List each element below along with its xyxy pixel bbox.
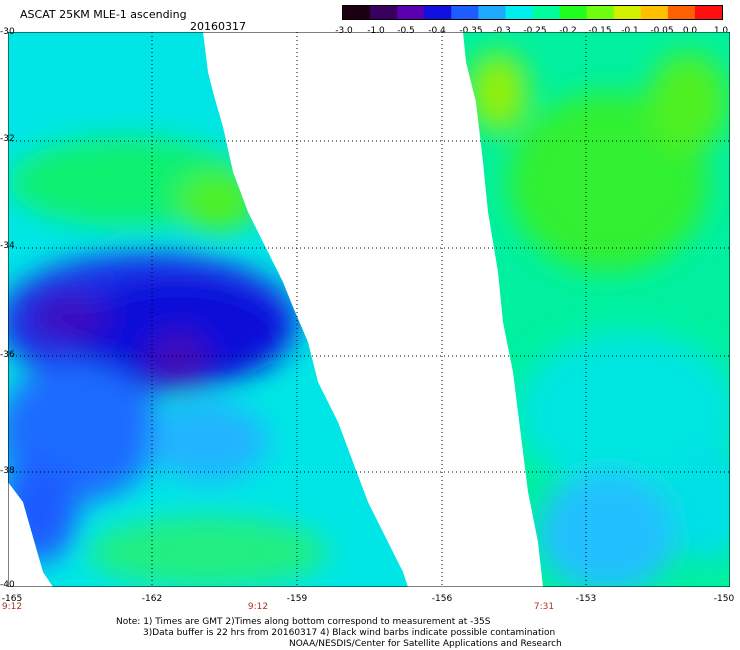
colorbar-tick-label: -0.4 [428,26,446,36]
product-date: 20160317 [190,20,246,33]
colorbar-tick-label: -3.0 [335,26,353,36]
footnote-line: Note: 1) Times are GMT 2)Times along bot… [116,617,491,627]
colorbar-segment [559,6,588,19]
colorbar-tick-label: -0.35 [459,26,483,36]
time-label: 9:12 [247,602,269,612]
colorbar-tick-label: -0.3 [493,26,511,36]
colorbar-segment [451,6,479,19]
colorbar-segment [694,6,722,19]
colorbar-tick-label: 0.0 [682,26,698,36]
colorbar-segment [424,6,452,19]
lat-label: -38 [0,466,15,476]
lon-label: -153 [575,594,597,604]
colorbar-segment [532,6,561,19]
colorbar-segment [478,6,507,19]
footnote-line: NOAA/NESDIS/Center for Satellite Applica… [289,639,562,649]
colorbar-segment [397,6,425,19]
lon-label: -165 [1,594,23,604]
lat-label: -36 [0,350,15,360]
colorbar-tick-label: -0.2 [559,26,577,36]
colorbar-labels: -3.0 -1.0 -0.5 -0.4 -0.35 -0.3 -0.25 -0.… [328,26,740,40]
product-title: ASCAT 25KM MLE-1 ascending [20,8,187,21]
colorbar-tick-label: -0.15 [588,26,612,36]
colorbar-tick-label: -0.05 [650,26,674,36]
lat-label: -34 [0,241,15,251]
left-swath [8,32,408,587]
time-label: 7:31 [533,602,555,612]
lat-label: -32 [0,134,15,144]
colorbar-tick-label: 1.0 [713,26,729,36]
lat-label: -40 [0,580,15,590]
colorbar-segment [640,6,669,19]
colorbar-tick-label: -0.1 [621,26,639,36]
colorbar-tick-label: -0.5 [397,26,415,36]
colorbar-segment [370,6,398,19]
colorbar-tick-label: -1.0 [367,26,385,36]
colorbar-segment [505,6,534,19]
lon-label: -162 [141,594,163,604]
graticule [8,32,730,587]
colorbar-tick-label: -0.25 [523,26,547,36]
footnote-line: 3)Data buffer is 22 hrs from 20160317 4)… [143,628,556,638]
colorbar [342,5,723,20]
colorbar-segment [667,6,696,19]
lat-label: -30 [0,27,15,37]
right-swath [463,32,730,587]
time-label: 9:12 [1,602,23,612]
lon-label: -156 [431,594,453,604]
colorbar-segment [613,6,642,19]
colorbar-segment [586,6,615,19]
colorbar-segment [343,6,371,19]
scatterometer-map [8,32,730,587]
lon-label: -159 [286,594,308,604]
lon-label: -150 [713,594,735,604]
